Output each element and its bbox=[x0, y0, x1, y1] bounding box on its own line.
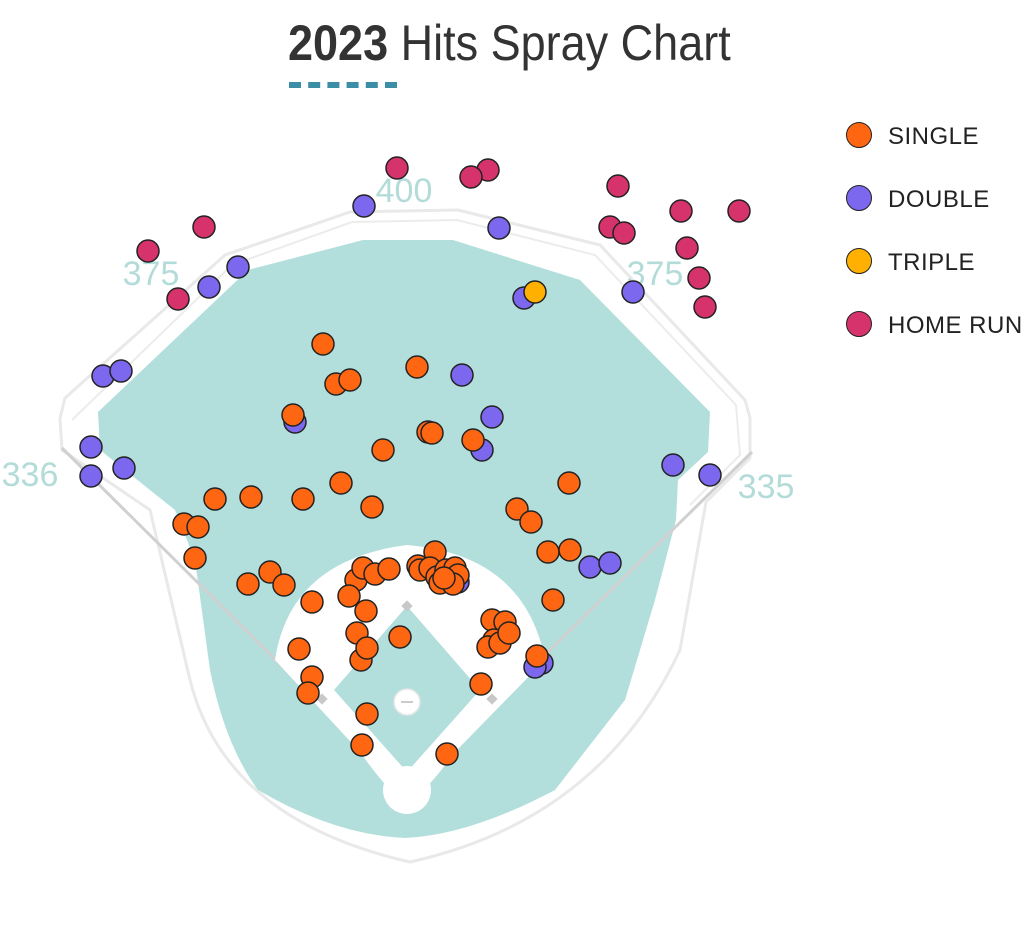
hit-point-double bbox=[621, 280, 645, 304]
hit-point-double bbox=[661, 453, 685, 477]
hit-point-home-run bbox=[136, 239, 160, 263]
hit-point-single bbox=[287, 637, 311, 661]
legend-label-double: DOUBLE bbox=[888, 186, 990, 213]
hit-point-single bbox=[350, 733, 374, 757]
hit-point-double bbox=[112, 456, 136, 480]
hit-point-home-run bbox=[693, 295, 717, 319]
hit-point-single bbox=[311, 332, 335, 356]
hit-point-single bbox=[203, 487, 227, 511]
hit-point-single bbox=[461, 428, 485, 452]
hit-point-single bbox=[536, 540, 560, 564]
hit-point-single bbox=[337, 584, 361, 608]
hit-points bbox=[79, 156, 751, 766]
hit-point-double bbox=[578, 555, 602, 579]
hit-point-single bbox=[420, 421, 444, 445]
distance-label-right-line: 335 bbox=[738, 468, 795, 506]
hit-point-single bbox=[435, 742, 459, 766]
distance-label-left-line: 336 bbox=[2, 456, 59, 494]
hit-point-single bbox=[525, 644, 549, 668]
hit-point-single bbox=[371, 438, 395, 462]
hit-point-double bbox=[352, 194, 376, 218]
hit-point-home-run bbox=[687, 266, 711, 290]
hit-point-single bbox=[388, 625, 412, 649]
hit-point-single bbox=[469, 672, 493, 696]
outer-fence-outline bbox=[58, 208, 752, 864]
hit-point-single bbox=[519, 510, 543, 534]
hit-point-double bbox=[197, 275, 221, 299]
hit-point-single bbox=[355, 636, 379, 660]
hit-point-single bbox=[354, 599, 378, 623]
legend-label-home-run: HOME RUN bbox=[888, 312, 1023, 339]
hit-point-single bbox=[355, 702, 379, 726]
hit-point-home-run bbox=[675, 236, 699, 260]
hit-point-single bbox=[405, 355, 429, 379]
hit-point-home-run bbox=[192, 215, 216, 239]
hit-point-single bbox=[296, 681, 320, 705]
hit-point-single bbox=[558, 538, 582, 562]
hit-point-single bbox=[338, 368, 362, 392]
hit-point-double bbox=[450, 363, 474, 387]
hit-point-double bbox=[487, 216, 511, 240]
hit-point-single bbox=[291, 487, 315, 511]
hit-point-home-run bbox=[669, 199, 693, 223]
hit-point-single bbox=[300, 590, 324, 614]
outfield-grass bbox=[98, 240, 710, 838]
hit-point-single bbox=[329, 471, 353, 495]
hit-point-double bbox=[109, 359, 133, 383]
second-base bbox=[401, 600, 413, 612]
hit-point-single bbox=[186, 515, 210, 539]
legend-label-single: SINGLE bbox=[888, 123, 980, 150]
hit-point-single bbox=[557, 471, 581, 495]
distance-label-center: 400 bbox=[376, 172, 433, 210]
title-year: 2023 bbox=[288, 15, 389, 71]
home-plate-area bbox=[383, 766, 431, 814]
legend-swatch-double bbox=[846, 185, 872, 211]
hit-point-single bbox=[497, 621, 521, 645]
legend-swatch-single bbox=[846, 122, 872, 148]
hit-point-home-run bbox=[459, 165, 483, 189]
hit-point-single bbox=[432, 566, 456, 590]
title-underline bbox=[289, 82, 397, 88]
hit-point-double bbox=[698, 463, 722, 487]
hit-point-single bbox=[272, 573, 296, 597]
hit-point-double bbox=[226, 255, 250, 279]
legend-swatch-triple bbox=[846, 248, 872, 274]
hit-point-single bbox=[360, 495, 384, 519]
hit-point-home-run bbox=[166, 287, 190, 311]
legend-label-triple: TRIPLE bbox=[888, 249, 976, 276]
hit-point-home-run bbox=[612, 221, 636, 245]
hit-point-single bbox=[183, 546, 207, 570]
hit-point-double bbox=[598, 551, 622, 575]
title-text: Hits Spray Chart bbox=[400, 15, 731, 71]
hit-point-triple bbox=[523, 280, 547, 304]
hit-point-single bbox=[281, 403, 305, 427]
hit-point-single bbox=[377, 557, 401, 581]
first-base bbox=[486, 693, 498, 705]
legend-swatch-home-run bbox=[846, 311, 872, 337]
hit-point-double bbox=[480, 405, 504, 429]
hit-point-home-run bbox=[727, 199, 751, 223]
hit-point-home-run bbox=[606, 174, 630, 198]
inner-fence-outline bbox=[71, 218, 742, 506]
hit-point-single bbox=[236, 572, 260, 596]
hit-point-single bbox=[541, 588, 565, 612]
hit-point-double bbox=[79, 435, 103, 459]
hit-point-double bbox=[79, 464, 103, 488]
hit-point-home-run bbox=[385, 156, 409, 180]
chart-title: 2023 Hits Spray Chart bbox=[288, 14, 731, 72]
hit-point-single bbox=[239, 485, 263, 509]
